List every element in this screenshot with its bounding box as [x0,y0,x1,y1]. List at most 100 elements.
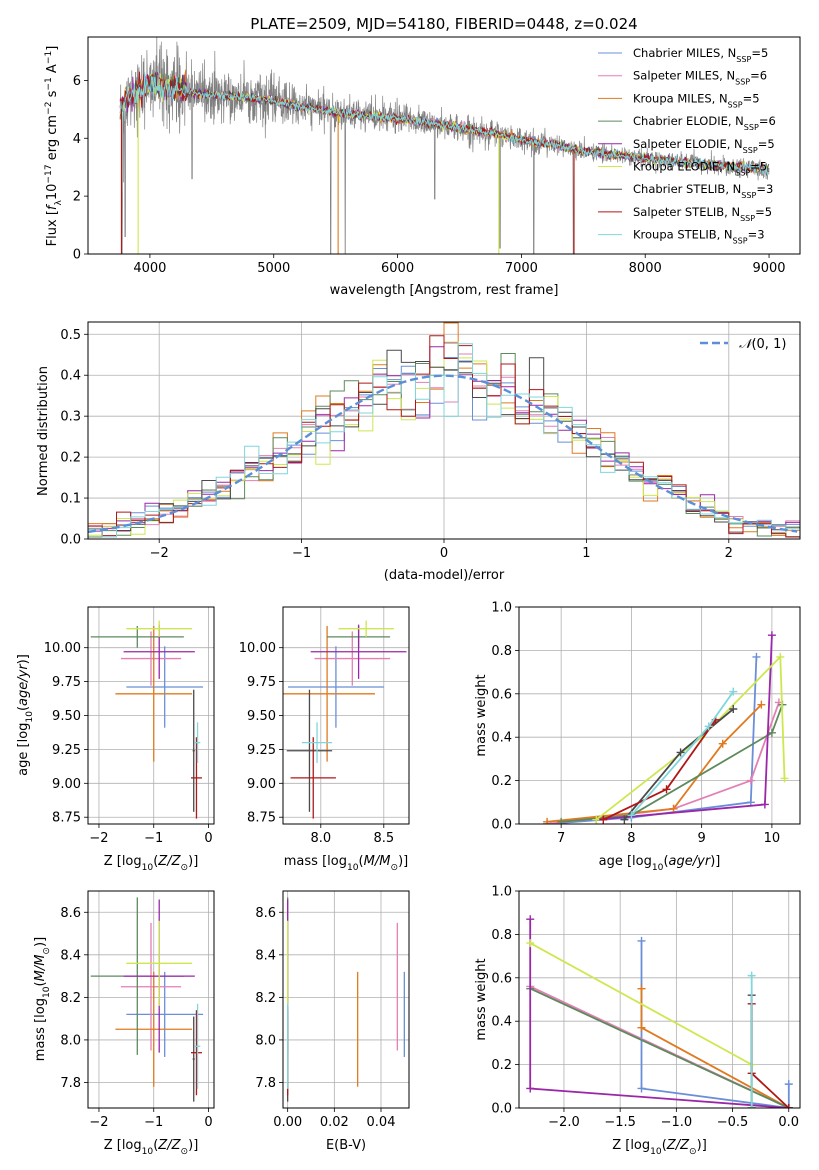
series-chabrier-miles [637,936,793,1108]
x-tick-label: −0.5 [717,1115,749,1130]
x-axis-label: wavelength [Angstrom, rest frame] [330,283,559,298]
y-tick-label: 0 [73,248,81,263]
age-vs-mass-axes: 8.0 8.5 8.75 9.00 9.25 9.50 9.75 10.00 mass [log… [239,606,410,873]
label-part: 10 [652,863,664,873]
x-tick-label: −2.0 [548,1115,580,1130]
label-part: =6 [759,114,776,128]
point-salpeter-elodie [310,624,407,679]
point-salpeter-stelib [290,737,336,819]
point-chabrier-elodie [90,625,184,648]
label-part: Chabrier STELIB, N [633,182,741,196]
normal-curve [88,374,798,533]
x-tick-label: 9 [698,831,706,846]
y-tick-label: 9.50 [52,709,81,724]
x-tick-label: 0 [204,831,212,846]
point-kroupa-elodie [126,920,193,1006]
y-tick-label: 0.2 [60,451,81,466]
label-part: )] [697,1138,707,1153]
x-tick-label: 8000 [629,261,662,276]
y-tick-label: 0.6 [491,687,512,702]
legend-entry: Chabrier STELIB, NSSP=3 [633,182,773,200]
label-part: age/yr [669,854,712,869]
series-chabrier-miles [543,652,761,824]
axes-overlay: 8.0 8.5 8.75 9.00 9.25 9.50 9.75 10.00 mass [log… [239,606,410,873]
label-part: ⊙ [181,863,189,873]
y-tick-label: 0.2 [491,774,512,789]
legend-entry: Salpeter ELODIE, NSSP=5 [633,137,775,155]
axes-frame [518,890,801,1109]
x-axis-label: E(B-V) [326,1138,366,1153]
y-tick-label: 8.6 [255,906,276,921]
y-tick-label: 9.50 [247,709,276,724]
y-tick-label: 0.5 [60,328,81,343]
series-marker [637,984,646,993]
legend-entry: Salpeter STELIB, NSSP=5 [633,205,772,223]
label-part: )] [16,654,31,664]
mass-vs-ebv-axes: 0.00 0.02 0.04 7.8 8.0 8.2 8.4 8.6 E(B-V) [255,890,410,1153]
label-part: mass weight [474,674,489,756]
x-tick-label: −1 [144,1115,163,1130]
point-chabrier-miles [126,971,204,1057]
label-part: )] [33,937,48,947]
series-marker [637,1023,646,1032]
label-part: 10 [42,986,52,998]
label-part: ( [33,981,48,986]
label-part: =5 [758,137,775,151]
label-part: SSP [733,236,748,245]
point-kroupa-miles [115,625,193,762]
y-tick-label: 10.00 [44,641,81,656]
label-part: ⊙ [689,1147,697,1157]
label-part: s [45,90,60,101]
x-tick-label: −2 [89,831,108,846]
y-tick-label: 7.8 [255,1076,276,1091]
series-line [595,654,786,821]
plot-area [543,631,789,824]
label-part: (0, 1) [751,337,786,352]
legend-entry: Chabrier MILES, NSSP=5 [633,46,768,64]
y-tick-label: 2 [73,190,81,205]
series-salpeter-miles [543,698,783,824]
y-axis-label: Normed distribution [36,366,51,496]
x-tick-label: 8.5 [373,831,394,846]
label-part: )] [398,854,408,869]
y-tick-label: 8.2 [255,991,276,1006]
series-marker [526,939,535,948]
x-axis-label: Z [log10(Z/Z⊙)] [612,1138,707,1157]
label-part: SSP [735,77,750,86]
label-part: Salpeter MILES, N [633,69,735,83]
series-salpeter-miles [526,982,793,1108]
label-part: SSP [744,123,759,132]
point-salpeter-stelib [190,737,202,819]
point-kroupa-elodie [338,620,394,637]
plot-area [90,620,204,819]
label-part: Z [log [104,854,142,869]
label-part: Salpeter ELODIE, N [633,137,743,151]
series-marker [526,1084,535,1093]
model-line-kroupa-stelib [119,71,770,176]
figure-title: PLATE=2509, MJD=54180, FIBERID=0448, z=0… [250,15,637,33]
series-marker [746,776,755,785]
x-tick-label: 5000 [257,261,290,276]
series-marker [767,728,776,737]
series-marker [784,1080,793,1089]
label-part: age [log [16,723,31,776]
series-marker [747,971,756,980]
point-kroupa-stelib [301,722,333,763]
plot-area [283,620,407,819]
label-part: )] [188,854,198,869]
x-tick-label: 8 [627,831,635,846]
x-tick-label: 0.0 [778,1115,799,1130]
point-kroupa-miles [283,625,375,762]
label-part: ( [153,854,158,869]
label-part: ] [45,46,60,51]
plot-area [119,37,770,254]
y-tick-label: 8.4 [60,948,81,963]
label-part: =5 [755,205,772,219]
label-part: =3 [748,228,765,242]
label-part: 10 [142,863,154,873]
y-tick-label: 4 [73,132,81,147]
y-axis-label: mass weight [474,674,489,756]
point-kroupa-stelib [194,722,201,763]
